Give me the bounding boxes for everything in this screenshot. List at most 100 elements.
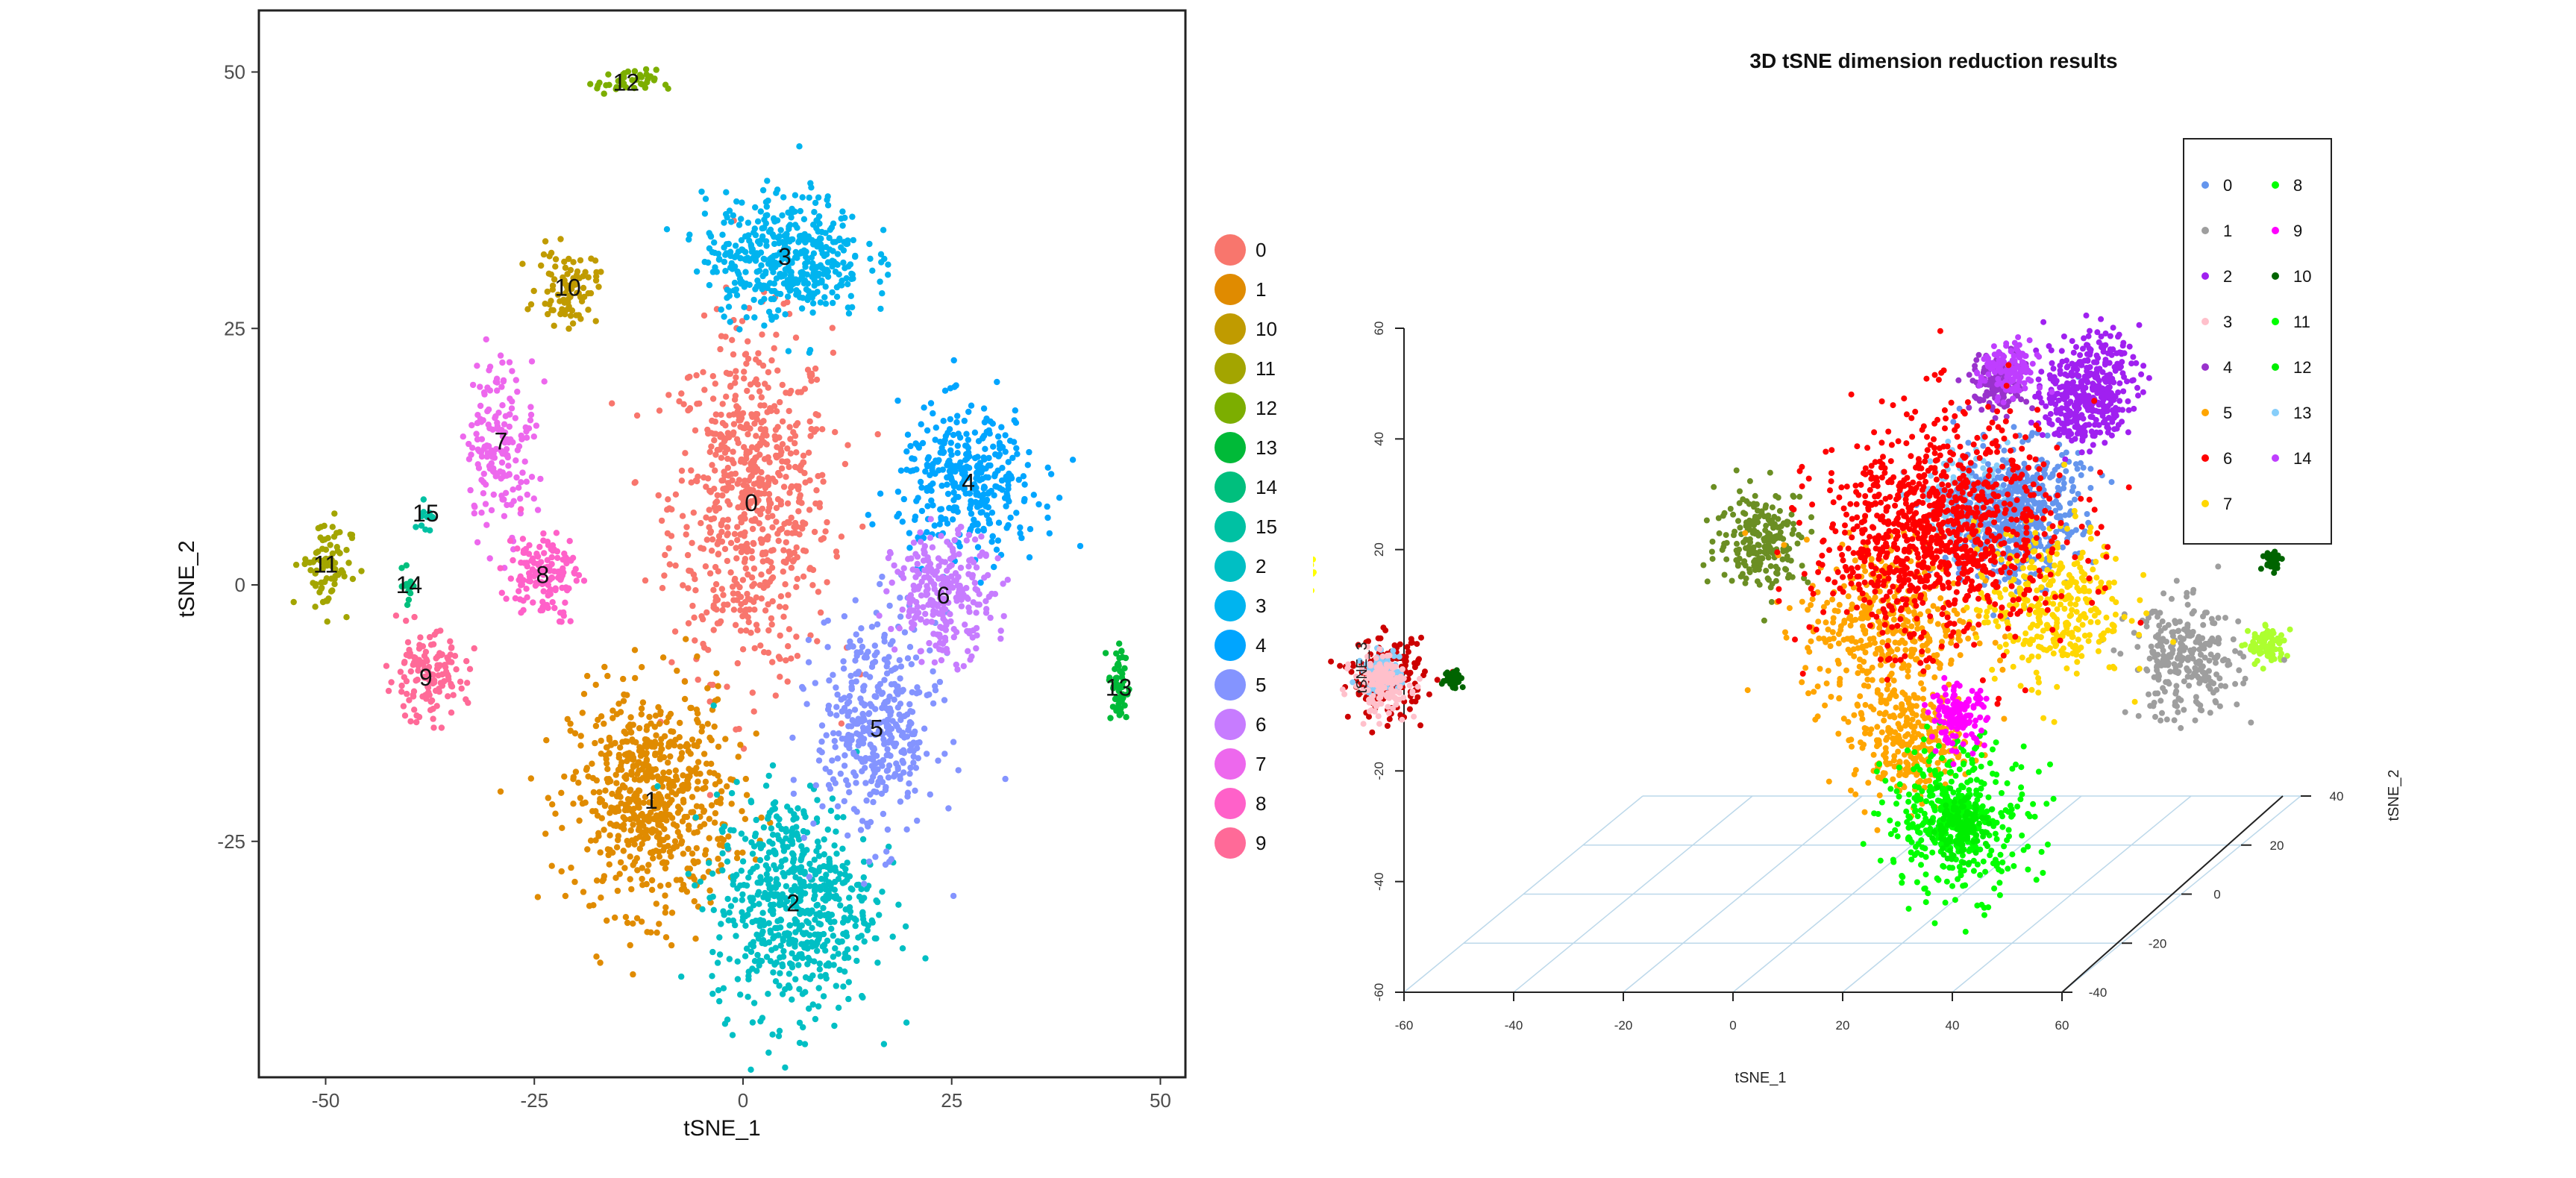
data-point: [917, 529, 924, 536]
data-point: [495, 410, 502, 416]
data-point: [953, 661, 960, 668]
data-point: [957, 459, 964, 466]
data-point: [765, 384, 771, 391]
data-point: [905, 727, 912, 733]
data-point: [704, 259, 712, 266]
data-point: [565, 325, 572, 332]
legend-label-3: 3: [1256, 595, 1266, 617]
data-point: [922, 619, 930, 626]
data-point: [755, 350, 762, 357]
data-point: [802, 548, 809, 554]
data-point: [946, 457, 953, 464]
data-point: [889, 933, 896, 940]
data-point: [824, 644, 831, 651]
data-point: [736, 326, 743, 333]
data-point: [715, 855, 721, 862]
legend-label-10: 10: [1256, 318, 1277, 340]
data-point: [606, 734, 612, 742]
data-point: [724, 524, 731, 530]
data-point: [777, 593, 785, 600]
data-point: [738, 236, 745, 244]
data-point: [329, 587, 336, 594]
data-point: [2184, 601, 2191, 608]
data-point: [759, 536, 767, 544]
data-point: [697, 771, 703, 777]
data-point: [995, 519, 1003, 526]
data-point: [832, 864, 839, 871]
data-point: [918, 578, 925, 585]
data-point: [1746, 548, 1753, 555]
data-point: [743, 451, 750, 458]
data-point: [973, 645, 980, 652]
data-point: [1126, 686, 1132, 693]
data-point: [701, 474, 707, 481]
data-point: [556, 618, 563, 625]
data-point: [830, 953, 837, 960]
data-point: [974, 601, 981, 608]
data-point: [1709, 556, 1716, 563]
data-point: [604, 765, 611, 773]
data-point: [678, 838, 686, 845]
data-point: [698, 728, 705, 735]
data-point: [771, 893, 778, 900]
data-point: [796, 986, 803, 993]
legend-key-6: [1215, 709, 1246, 740]
data-point: [1708, 548, 1715, 555]
data-point: [813, 815, 821, 822]
data-point: [716, 997, 723, 1005]
data-point: [726, 909, 733, 916]
data-point: [1755, 566, 1762, 573]
data-point: [507, 575, 514, 582]
data-point: [528, 474, 536, 480]
data-point: [777, 942, 784, 949]
data-point: [714, 492, 721, 499]
data-point: [994, 555, 1001, 562]
data-point: [639, 699, 647, 706]
data-point: [742, 281, 750, 287]
data-point: [750, 469, 756, 475]
data-point: [1769, 504, 1776, 511]
data-point: [702, 563, 709, 570]
data-point: [695, 778, 701, 785]
data-point: [834, 691, 841, 698]
data-point: [730, 421, 738, 427]
data-point: [710, 627, 717, 633]
data-point: [312, 570, 319, 577]
data-point: [839, 845, 846, 852]
data-point: [731, 279, 739, 286]
data-point: [769, 831, 777, 839]
data-point: [779, 991, 786, 997]
data-point: [928, 618, 936, 625]
data-point: [715, 987, 722, 994]
data-point: [872, 853, 879, 860]
data-point: [660, 769, 667, 776]
data-point: [876, 613, 883, 619]
data-point: [785, 257, 792, 263]
data-point: [757, 249, 765, 256]
data-point: [1746, 501, 1752, 507]
data-point: [609, 715, 616, 721]
data-point: [739, 504, 746, 511]
data-point: [1723, 532, 1729, 539]
data-point: [856, 637, 864, 644]
data-point: [711, 437, 718, 444]
data-point: [579, 709, 586, 716]
x-tick-label: 40: [1946, 1018, 1960, 1033]
data-point: [860, 736, 868, 742]
data-point: [545, 795, 551, 801]
data-point: [941, 606, 949, 613]
data-point: [534, 580, 541, 587]
data-point: [904, 431, 912, 438]
data-point: [795, 962, 802, 968]
data-point: [849, 717, 856, 724]
data-point: [777, 632, 783, 639]
data-point: [718, 788, 725, 795]
data-point: [832, 780, 839, 787]
data-point: [328, 575, 335, 582]
data-point: [421, 653, 428, 660]
data-point: [517, 573, 524, 580]
cluster-label-11: 11: [313, 551, 338, 578]
data-point: [883, 663, 890, 670]
data-point: [585, 307, 592, 313]
data-point: [964, 455, 971, 462]
